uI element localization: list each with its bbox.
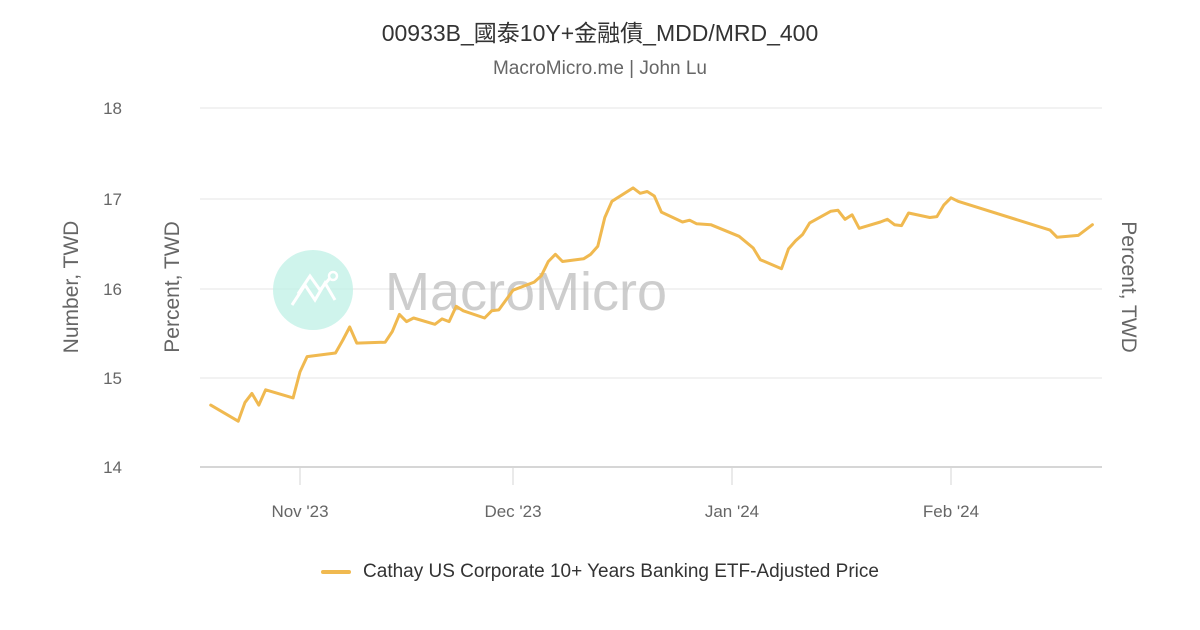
y-tick: 14 [103,458,122,477]
chart-title: 00933B_國泰10Y+金融債_MDD/MRD_400 [381,20,819,46]
legend-swatch-icon [321,570,352,574]
x-tick: Feb '24 [923,502,979,521]
y-tick: 18 [103,99,122,118]
x-tick-marks [299,467,952,485]
y-tick: 15 [103,369,122,388]
watermark-text: MacroMicro [385,262,667,322]
grid [200,107,1102,379]
x-tick: Nov '23 [271,502,328,521]
chart-subtitle: MacroMicro.me | John Lu [492,58,707,79]
macromicro-logo-icon [273,250,353,330]
y-tick: 16 [103,280,122,299]
y-axis-ticks: 18 17 16 15 14 [103,99,122,477]
series-line-adjusted-price[interactable] [209,186,1094,423]
legend: Cathay US Corporate 10+ Years Banking ET… [0,561,1200,583]
x-axis-ticks: Nov '23 Dec '23 Jan '24 Feb '24 [271,502,979,521]
x-tick: Jan '24 [705,502,759,521]
x-tick: Dec '23 [484,502,541,521]
watermark: MacroMicro [273,250,667,330]
legend-item[interactable]: Cathay US Corporate 10+ Years Banking ET… [321,561,879,583]
legend-label: Cathay US Corporate 10+ Years Banking ET… [363,561,879,582]
y-axis-title-left-outer: Number, TWD [60,221,83,354]
y-axis-title-left-inner: Percent, TWD [161,221,184,352]
y-axis-title-right: Percent, TWD [1117,221,1140,352]
y-tick: 17 [103,190,122,209]
